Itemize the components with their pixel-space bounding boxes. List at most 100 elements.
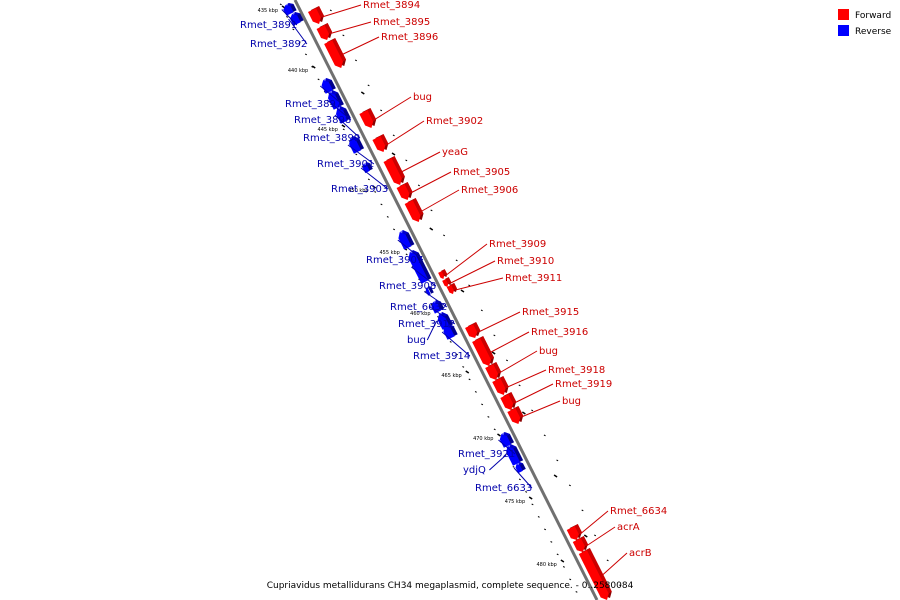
gene-label[interactable]: bug: [539, 346, 558, 357]
gene-arrow: [324, 37, 346, 68]
axis-ticks: 435 kbp 440 kbp 445 kbp 450 kbp 455 kbp 460 k…: [258, 5, 588, 568]
gene-label[interactable]: Rmet_3908: [379, 281, 436, 292]
gene-arrow-highlight: [292, 12, 301, 16]
gene-arrow-highlight: [324, 22, 333, 34]
gene-label[interactable]: Rmet_3899: [303, 133, 360, 144]
gene-label[interactable]: Rmet_3919: [555, 379, 612, 390]
scale-dot: [392, 134, 395, 137]
gene-arrow-body: [383, 157, 402, 185]
gene-arrow-highlight: [501, 432, 510, 436]
gene-arrow-highlight: [445, 277, 452, 284]
gene-label[interactable]: Rmet_3912: [398, 319, 455, 330]
label-leader-line: [488, 331, 530, 354]
label-leader-line: [400, 151, 441, 173]
gene-label[interactable]: Rmet_3915: [522, 307, 579, 318]
gene-arrow-body: [372, 135, 386, 152]
gene-arrow-highlight: [425, 286, 432, 290]
scale-dot: [455, 259, 458, 262]
scale-dot: [342, 128, 345, 131]
label-leader-line: [288, 18, 308, 45]
major-tick: [521, 411, 526, 415]
gene-arrow: [396, 181, 413, 200]
gene-label[interactable]: Rmet_3897: [285, 99, 342, 110]
gene-arrow-body: [578, 549, 609, 600]
label-leader-line: [478, 311, 521, 333]
label-leader-line: [445, 243, 488, 276]
label-leader-line: [449, 260, 496, 284]
label-leader-line: [330, 21, 372, 34]
gene-arrow: [425, 286, 434, 296]
gene-label[interactable]: Rmet_3895: [373, 17, 430, 28]
gene-label[interactable]: yeaG: [442, 147, 468, 158]
gene-arrow: [404, 197, 424, 222]
gene-label[interactable]: Rmet_3916: [531, 327, 588, 338]
gene-arrow: [383, 155, 405, 185]
gene-arrow: [438, 269, 448, 279]
gene-arrow-highlight: [586, 547, 612, 594]
label-leader-line: [601, 552, 628, 577]
gene-arrow-highlight: [480, 335, 494, 360]
scale-dot: [531, 503, 534, 506]
gene-label[interactable]: bug: [562, 396, 581, 407]
gene-label[interactable]: Rmet_6633: [475, 483, 532, 494]
gene-label[interactable]: Rmet_3891: [240, 20, 297, 31]
label-leader-line: [281, 9, 298, 26]
gene-label[interactable]: acrA: [617, 522, 640, 533]
scale-dot: [443, 234, 446, 237]
gene-arrow-body: [404, 199, 421, 222]
gene-label[interactable]: Rmet_3902: [426, 116, 483, 127]
scale-dot: [286, 16, 289, 18]
gene-arrow-body: [321, 80, 333, 94]
gene-label[interactable]: Rmet_3906: [461, 185, 518, 196]
scale-dot: [462, 366, 465, 368]
gene-label[interactable]: Rmet_3896: [381, 32, 438, 43]
scale-dot: [417, 184, 420, 187]
gene-label[interactable]: Rmet_3898: [294, 115, 351, 126]
gene-arrow-body: [290, 14, 301, 26]
gene-arrow-highlight: [337, 106, 347, 111]
gene-arrow-highlight: [493, 361, 502, 374]
gene-label[interactable]: bug: [407, 335, 426, 346]
label-leader-line: [429, 306, 456, 325]
gene-label[interactable]: Rmet_3892: [250, 39, 307, 50]
gene-label[interactable]: Rmet_3894: [363, 0, 420, 11]
gene-label[interactable]: ydjQ: [463, 465, 486, 476]
scale-dot: [537, 516, 540, 518]
label-leader-line: [334, 114, 361, 139]
gene-arrow-highlight: [574, 523, 582, 535]
gene-arrow: [485, 361, 502, 380]
axis-tick-label: 480 kbp: [536, 562, 556, 568]
gene-arrow: [308, 5, 324, 24]
scale-dot: [518, 384, 521, 387]
scale-dot: [556, 553, 559, 556]
gene-arrow-body: [396, 183, 410, 200]
gene-label[interactable]: Rmet_3903: [331, 184, 388, 195]
label-leader-line: [579, 510, 609, 535]
gene-label[interactable]: Rmet_3905: [453, 167, 510, 178]
gene-label[interactable]: Rmet_3901: [317, 159, 374, 170]
gene-label[interactable]: Rmet_6634: [610, 506, 667, 517]
gene-label[interactable]: bug: [413, 92, 432, 103]
gene-arrow: [321, 78, 336, 94]
gene-label[interactable]: Rmet_3909: [489, 239, 546, 250]
label-leader-line: [489, 454, 507, 471]
label-leader-line: [514, 383, 554, 404]
gene-arrow-body: [349, 138, 362, 154]
scale-dot: [550, 541, 553, 543]
gene-label[interactable]: Rmet_3910: [497, 256, 554, 267]
scale-dot: [279, 3, 282, 6]
gene-label[interactable]: Rmet_3918: [548, 365, 605, 376]
gene-label[interactable]: Rmet_3921: [458, 449, 515, 460]
gene-arrow-highlight: [363, 162, 371, 166]
label-leader-line: [521, 400, 561, 418]
axis-tick-label: 470 kbp: [473, 436, 493, 442]
gene-arrow-highlight: [323, 78, 332, 82]
gene-label[interactable]: Rmet_6632: [390, 302, 447, 313]
gene-label[interactable]: Rmet_3914: [413, 351, 470, 362]
scale-dot: [380, 109, 383, 112]
scale-dot: [292, 28, 295, 31]
scale-dot: [393, 228, 396, 231]
gene-label[interactable]: acrB: [629, 548, 652, 559]
gene-label[interactable]: Rmet_3907: [366, 255, 423, 266]
gene-label[interactable]: Rmet_3911: [505, 273, 562, 284]
